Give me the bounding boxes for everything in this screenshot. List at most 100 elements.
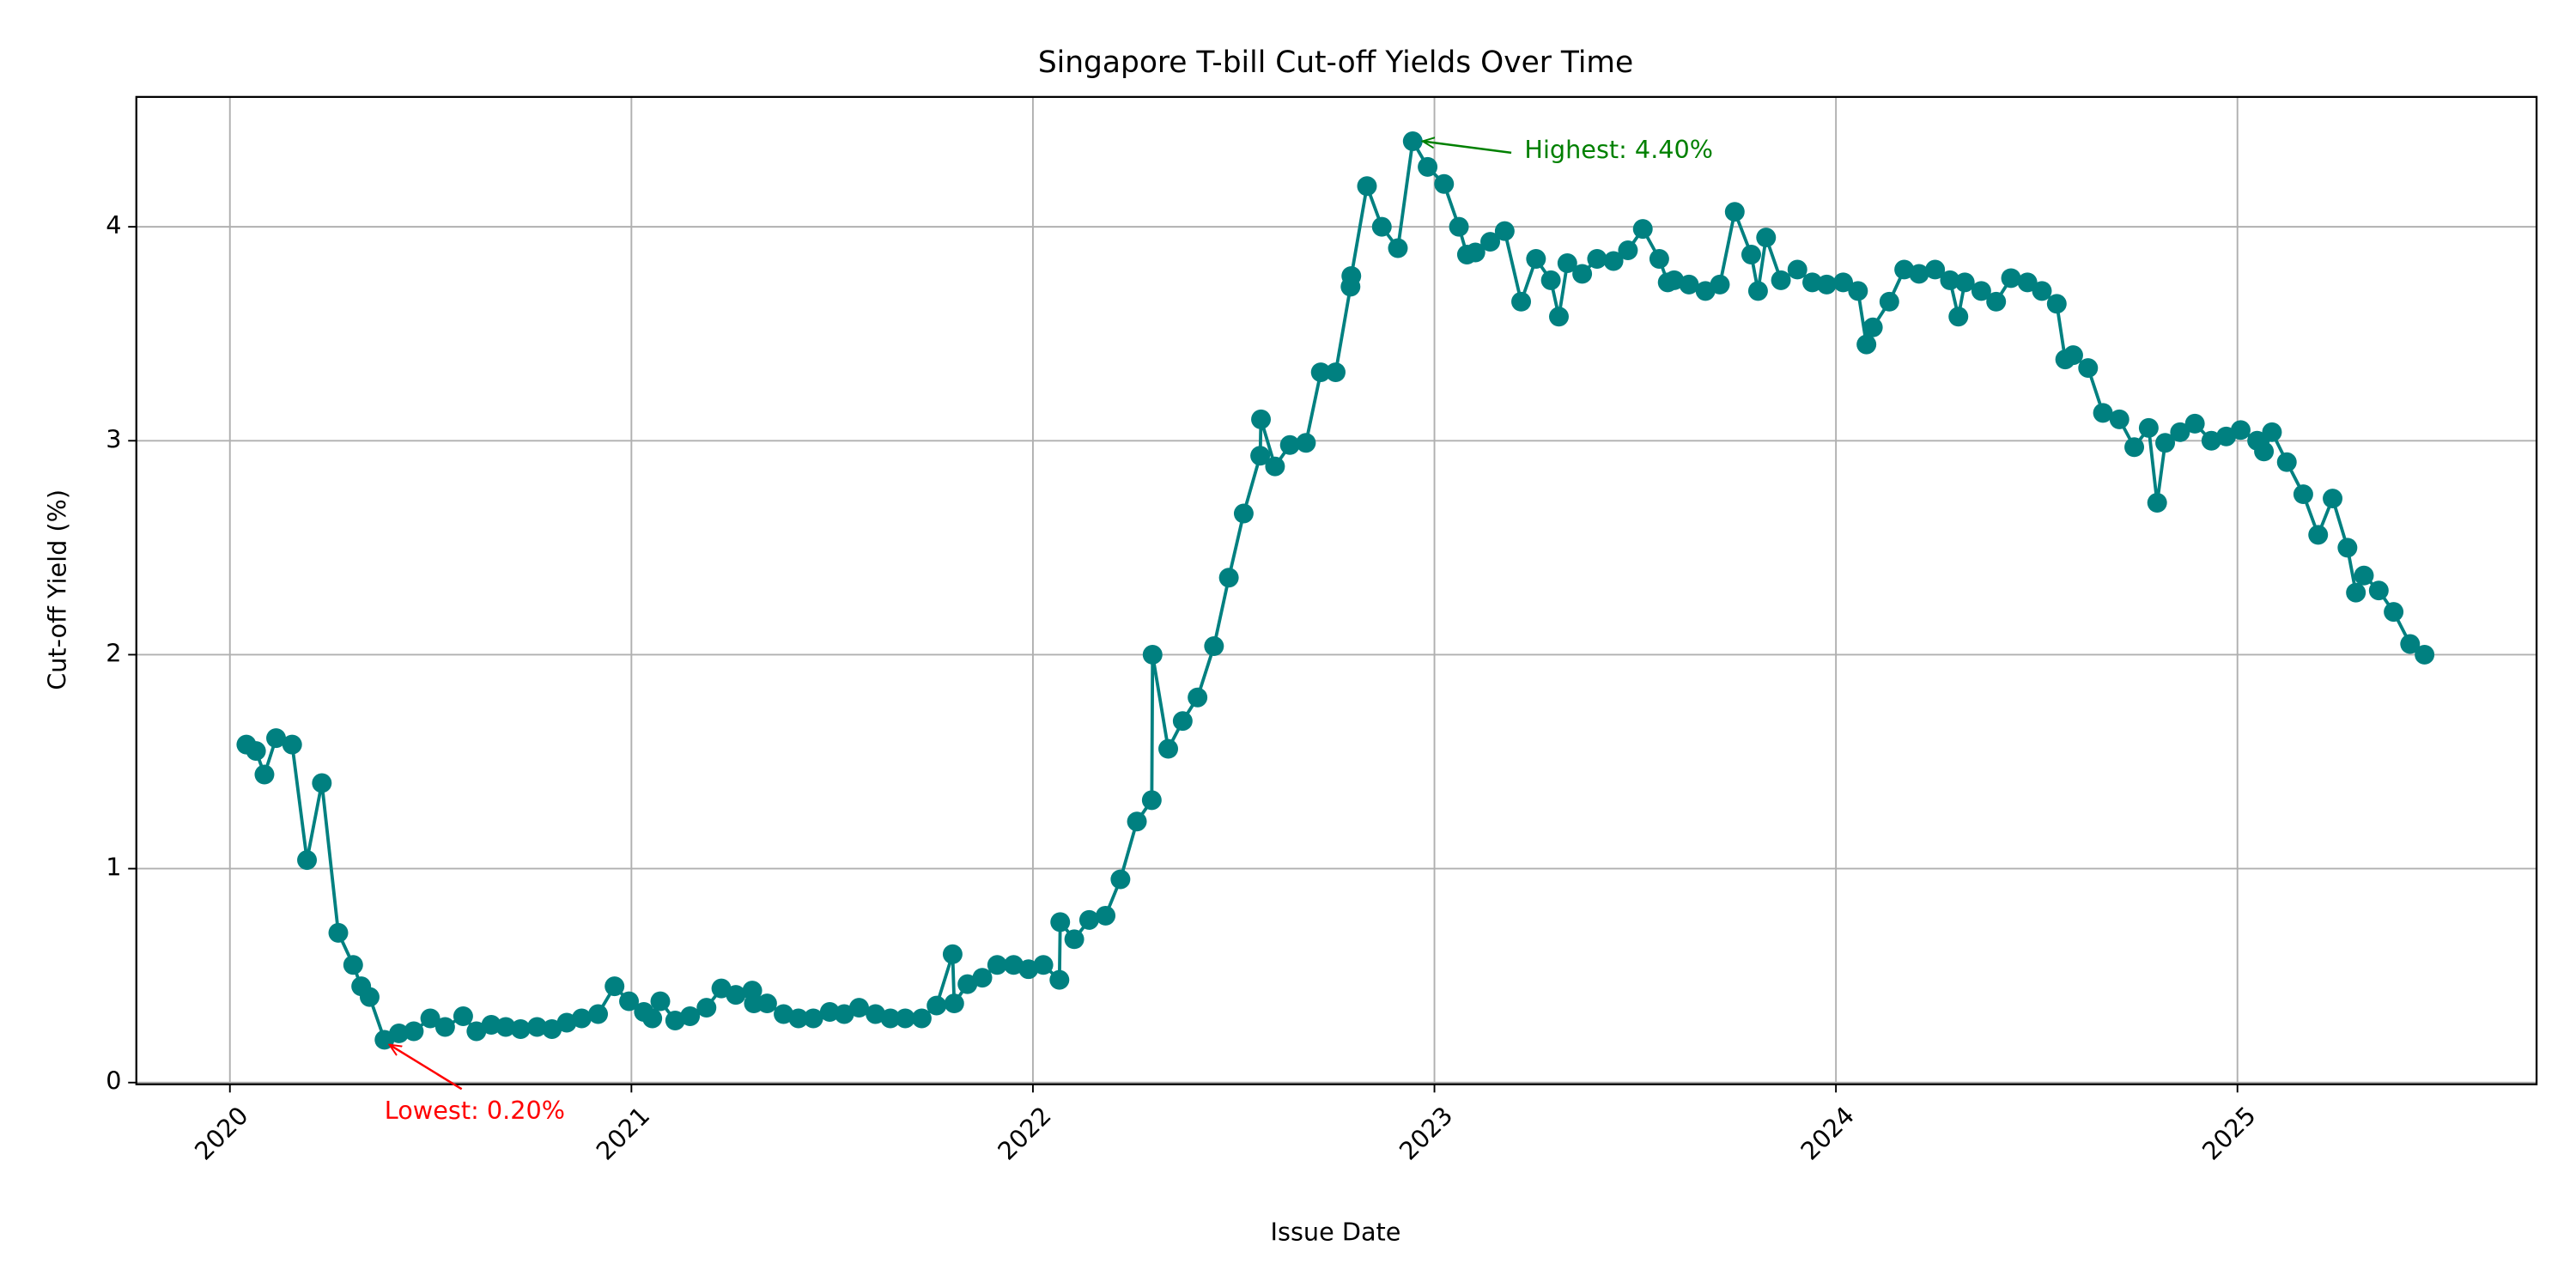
marker	[942, 944, 963, 964]
marker	[434, 1017, 455, 1037]
marker	[1549, 307, 1569, 327]
marker	[2308, 525, 2329, 545]
y-tick-label: 1	[106, 853, 121, 882]
marker	[2337, 538, 2358, 558]
marker	[605, 976, 625, 997]
marker	[1449, 216, 1469, 237]
marker	[2138, 417, 2159, 438]
marker	[2001, 268, 2021, 289]
x-axis-label: Issue Date	[1271, 1218, 1401, 1247]
marker	[510, 1018, 531, 1039]
chart-title: Singapore T-bill Cut-off Yields Over Tim…	[1038, 46, 1633, 80]
marker	[665, 1011, 685, 1030]
marker	[1649, 249, 1669, 269]
marker	[2354, 565, 2374, 586]
marker	[944, 993, 964, 1014]
marker	[696, 998, 717, 1018]
marker	[726, 985, 746, 1005]
marker	[389, 1023, 410, 1043]
marker	[1526, 249, 1546, 269]
marker	[1986, 291, 2007, 312]
marker	[1948, 307, 1969, 327]
marker	[619, 991, 640, 1012]
marker	[1218, 568, 1239, 588]
marker	[1296, 433, 1316, 453]
marker	[466, 1021, 487, 1042]
marker	[2323, 489, 2343, 509]
marker	[880, 1008, 901, 1029]
marker	[453, 1006, 473, 1027]
marker	[481, 1015, 501, 1035]
marker	[1141, 790, 1162, 811]
marker	[2368, 580, 2389, 601]
marker	[957, 974, 978, 994]
marker	[1756, 228, 1777, 248]
marker	[556, 1012, 577, 1033]
marker	[680, 1006, 701, 1027]
marker	[2032, 281, 2052, 301]
marker	[1480, 232, 1501, 252]
marker	[1802, 272, 1823, 293]
marker	[1494, 221, 1515, 241]
marker	[819, 1002, 840, 1023]
marker	[2384, 602, 2404, 623]
marker	[2346, 582, 2366, 603]
marker	[1848, 281, 1868, 301]
marker	[1741, 245, 1761, 264]
marker	[1572, 264, 1593, 284]
marker	[1018, 959, 1039, 980]
marker	[1465, 242, 1485, 263]
marker	[788, 1008, 809, 1029]
marker	[2093, 403, 2113, 423]
marker	[542, 1018, 562, 1039]
marker	[1357, 176, 1377, 197]
annotation-arrow	[1423, 141, 1512, 155]
annotation: Highest: 4.40%	[1524, 135, 1713, 164]
marker	[2063, 345, 2083, 366]
marker	[1632, 219, 1653, 240]
marker	[1064, 929, 1084, 950]
marker	[1909, 264, 1929, 284]
marker	[642, 1008, 663, 1029]
marker	[1172, 711, 1193, 732]
marker	[1862, 317, 1883, 337]
marker	[2155, 433, 2176, 453]
marker	[1402, 131, 1423, 151]
marker	[1664, 270, 1685, 290]
marker	[927, 995, 947, 1016]
marker	[1096, 905, 1116, 926]
marker	[1724, 202, 1745, 222]
marker	[1158, 738, 1178, 759]
marker	[1050, 912, 1071, 933]
marker	[866, 1004, 886, 1024]
marker	[526, 1017, 547, 1037]
marker	[1925, 259, 1946, 280]
marker	[1233, 503, 1254, 524]
marker	[834, 1004, 854, 1024]
marker	[2262, 422, 2282, 442]
marker	[2147, 493, 2167, 513]
marker	[1971, 281, 1991, 301]
marker	[1540, 270, 1561, 290]
marker	[803, 1008, 823, 1029]
marker	[266, 728, 287, 749]
y-axis-label: Cut-off Yield (%)	[43, 489, 72, 690]
marker	[1771, 270, 1791, 290]
marker	[987, 955, 1007, 975]
marker	[1434, 173, 1455, 194]
marker	[1954, 272, 1975, 293]
marker	[1856, 334, 1877, 355]
marker	[1940, 270, 1960, 290]
plot-frame	[135, 95, 2538, 1085]
marker	[2415, 644, 2435, 665]
marker	[2254, 441, 2275, 462]
marker	[756, 993, 777, 1014]
marker	[1371, 216, 1392, 237]
marker	[420, 1008, 440, 1029]
annotation: Lowest: 0.20%	[385, 1096, 565, 1125]
marker	[312, 773, 332, 793]
marker	[404, 1021, 424, 1042]
